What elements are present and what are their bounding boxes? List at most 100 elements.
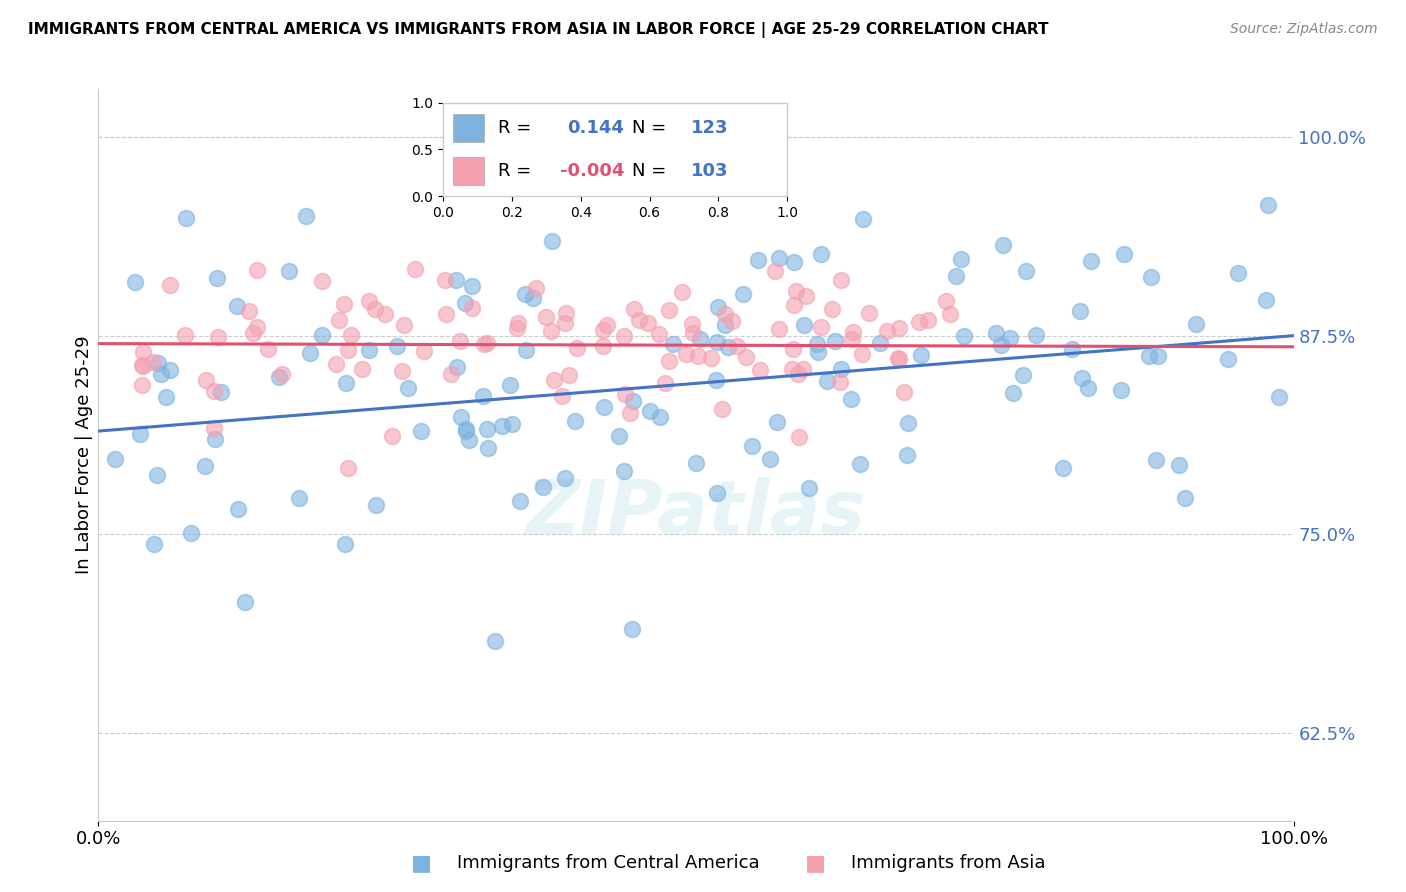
Point bbox=[440, 368, 463, 382]
Point bbox=[783, 255, 806, 269]
Point bbox=[155, 390, 177, 404]
Point bbox=[434, 307, 457, 321]
Point bbox=[685, 456, 707, 470]
Point bbox=[374, 307, 396, 321]
Point bbox=[910, 348, 932, 362]
Point bbox=[396, 381, 419, 395]
Point bbox=[207, 271, 229, 285]
Point bbox=[564, 414, 586, 428]
Point bbox=[267, 369, 290, 384]
Point bbox=[477, 441, 499, 455]
Text: -0.004: -0.004 bbox=[560, 162, 624, 180]
Point bbox=[278, 264, 301, 278]
Point bbox=[869, 335, 891, 350]
Point bbox=[787, 367, 810, 381]
Text: IMMIGRANTS FROM CENTRAL AMERICA VS IMMIGRANTS FROM ASIA IN LABOR FORCE | AGE 25-: IMMIGRANTS FROM CENTRAL AMERICA VS IMMIG… bbox=[28, 22, 1049, 38]
Point bbox=[852, 211, 875, 226]
Point bbox=[364, 302, 387, 317]
Point bbox=[146, 467, 169, 482]
Point bbox=[794, 289, 817, 303]
Point bbox=[434, 273, 457, 287]
Point bbox=[592, 323, 614, 337]
Point bbox=[851, 347, 873, 361]
Point bbox=[554, 306, 576, 320]
Point bbox=[821, 301, 844, 316]
Point bbox=[810, 320, 832, 334]
Point bbox=[506, 316, 529, 330]
Point bbox=[783, 298, 806, 312]
Point bbox=[815, 374, 838, 388]
Point bbox=[714, 318, 737, 333]
Point bbox=[501, 417, 523, 431]
Point bbox=[543, 373, 565, 387]
Point bbox=[207, 330, 229, 344]
Point bbox=[173, 328, 195, 343]
Point bbox=[842, 325, 865, 339]
Point bbox=[613, 464, 636, 478]
Point bbox=[270, 367, 292, 381]
Point bbox=[180, 526, 202, 541]
Point bbox=[765, 415, 787, 429]
Point bbox=[350, 362, 373, 376]
Point bbox=[458, 433, 481, 447]
Point bbox=[412, 343, 434, 358]
Point bbox=[558, 368, 581, 382]
Point bbox=[381, 429, 404, 443]
Point bbox=[986, 326, 1008, 340]
Point bbox=[194, 373, 217, 387]
Point bbox=[541, 234, 564, 248]
Point bbox=[461, 301, 484, 316]
Point bbox=[357, 293, 380, 308]
Text: Source: ZipAtlas.com: Source: ZipAtlas.com bbox=[1230, 22, 1378, 37]
Point bbox=[689, 332, 711, 346]
Point bbox=[686, 350, 709, 364]
Point bbox=[824, 334, 846, 348]
Point bbox=[299, 346, 322, 360]
Point bbox=[621, 393, 644, 408]
Point bbox=[1114, 247, 1136, 261]
Point bbox=[159, 277, 181, 292]
Point bbox=[830, 362, 852, 376]
Point bbox=[509, 494, 531, 508]
Point bbox=[593, 400, 616, 414]
Point bbox=[658, 354, 681, 368]
Point bbox=[841, 332, 863, 346]
Point bbox=[1052, 461, 1074, 475]
Point bbox=[565, 341, 588, 355]
Point bbox=[202, 384, 225, 398]
Point bbox=[143, 537, 166, 551]
Point bbox=[1060, 342, 1083, 356]
Text: N =: N = bbox=[633, 162, 666, 180]
Point bbox=[841, 392, 863, 407]
Point bbox=[499, 378, 522, 392]
Point bbox=[797, 481, 820, 495]
Point bbox=[472, 388, 495, 402]
Point bbox=[461, 278, 484, 293]
Point bbox=[104, 451, 127, 466]
Point bbox=[675, 346, 697, 360]
Point bbox=[484, 633, 506, 648]
Point bbox=[990, 338, 1012, 352]
Point bbox=[176, 211, 198, 226]
Point bbox=[1109, 383, 1132, 397]
Point bbox=[707, 300, 730, 314]
Point bbox=[209, 384, 232, 399]
Point bbox=[1256, 293, 1278, 307]
Point bbox=[404, 261, 426, 276]
Point bbox=[456, 425, 478, 439]
Point bbox=[131, 378, 153, 392]
Point bbox=[333, 537, 356, 551]
Point bbox=[1069, 304, 1091, 318]
Point bbox=[830, 273, 852, 287]
Point bbox=[409, 424, 432, 438]
Point bbox=[1002, 386, 1025, 401]
Point bbox=[893, 384, 915, 399]
Point bbox=[648, 326, 671, 341]
Point bbox=[392, 318, 415, 332]
Point bbox=[706, 335, 728, 350]
Point bbox=[1137, 349, 1160, 363]
Point bbox=[810, 247, 832, 261]
Point bbox=[768, 251, 790, 265]
Text: R =: R = bbox=[498, 119, 531, 136]
Point bbox=[450, 409, 472, 424]
